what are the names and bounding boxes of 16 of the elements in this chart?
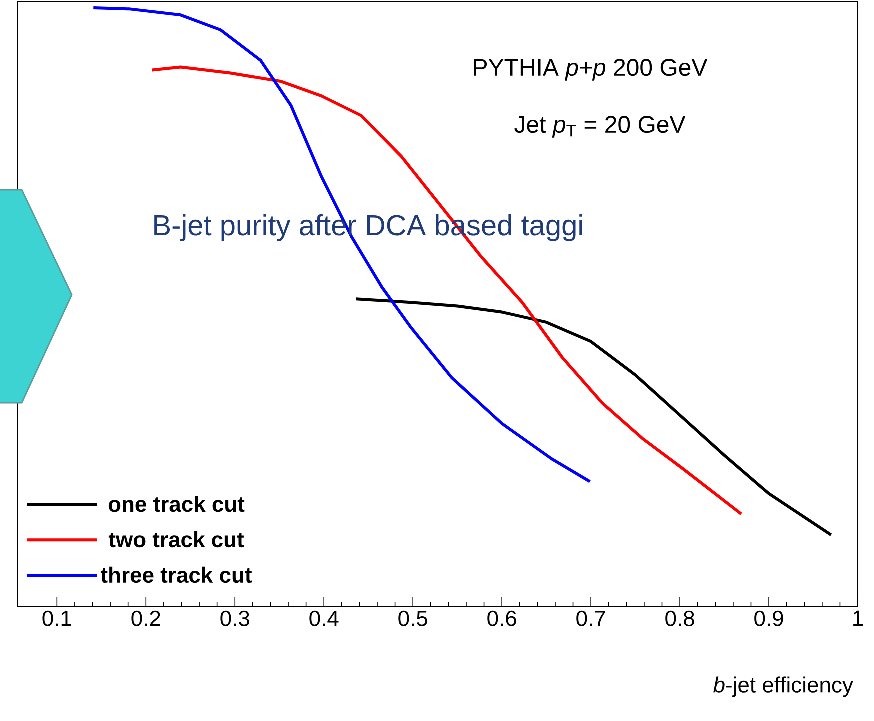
x-tick-label: 1 [854,610,864,626]
annotation: Jet p$_{T}$ = 20 GeV [514,116,686,138]
legend-label: one track cut [108,496,245,512]
x-tick-label: 0.4 [310,610,339,626]
x-tick-label: 0.6 [488,610,516,626]
x-tick-label: 0.9 [754,610,784,626]
x-axis-title: b-jet efficiency [714,676,854,698]
x-tick-label: 0.5 [398,610,428,626]
annotation: PYTHIA p+p 200 GeV [474,59,708,81]
x-tick-label: 0.1 [42,610,72,626]
x-tick-label: 0.7 [576,610,606,626]
x-tick-label: 0.2 [132,610,160,626]
legend-label: two track cut [108,531,244,548]
x-tick-label: 0.3 [220,610,250,626]
x-tick-label: 0.8 [666,610,694,626]
legend-label: three track cut [100,566,252,584]
